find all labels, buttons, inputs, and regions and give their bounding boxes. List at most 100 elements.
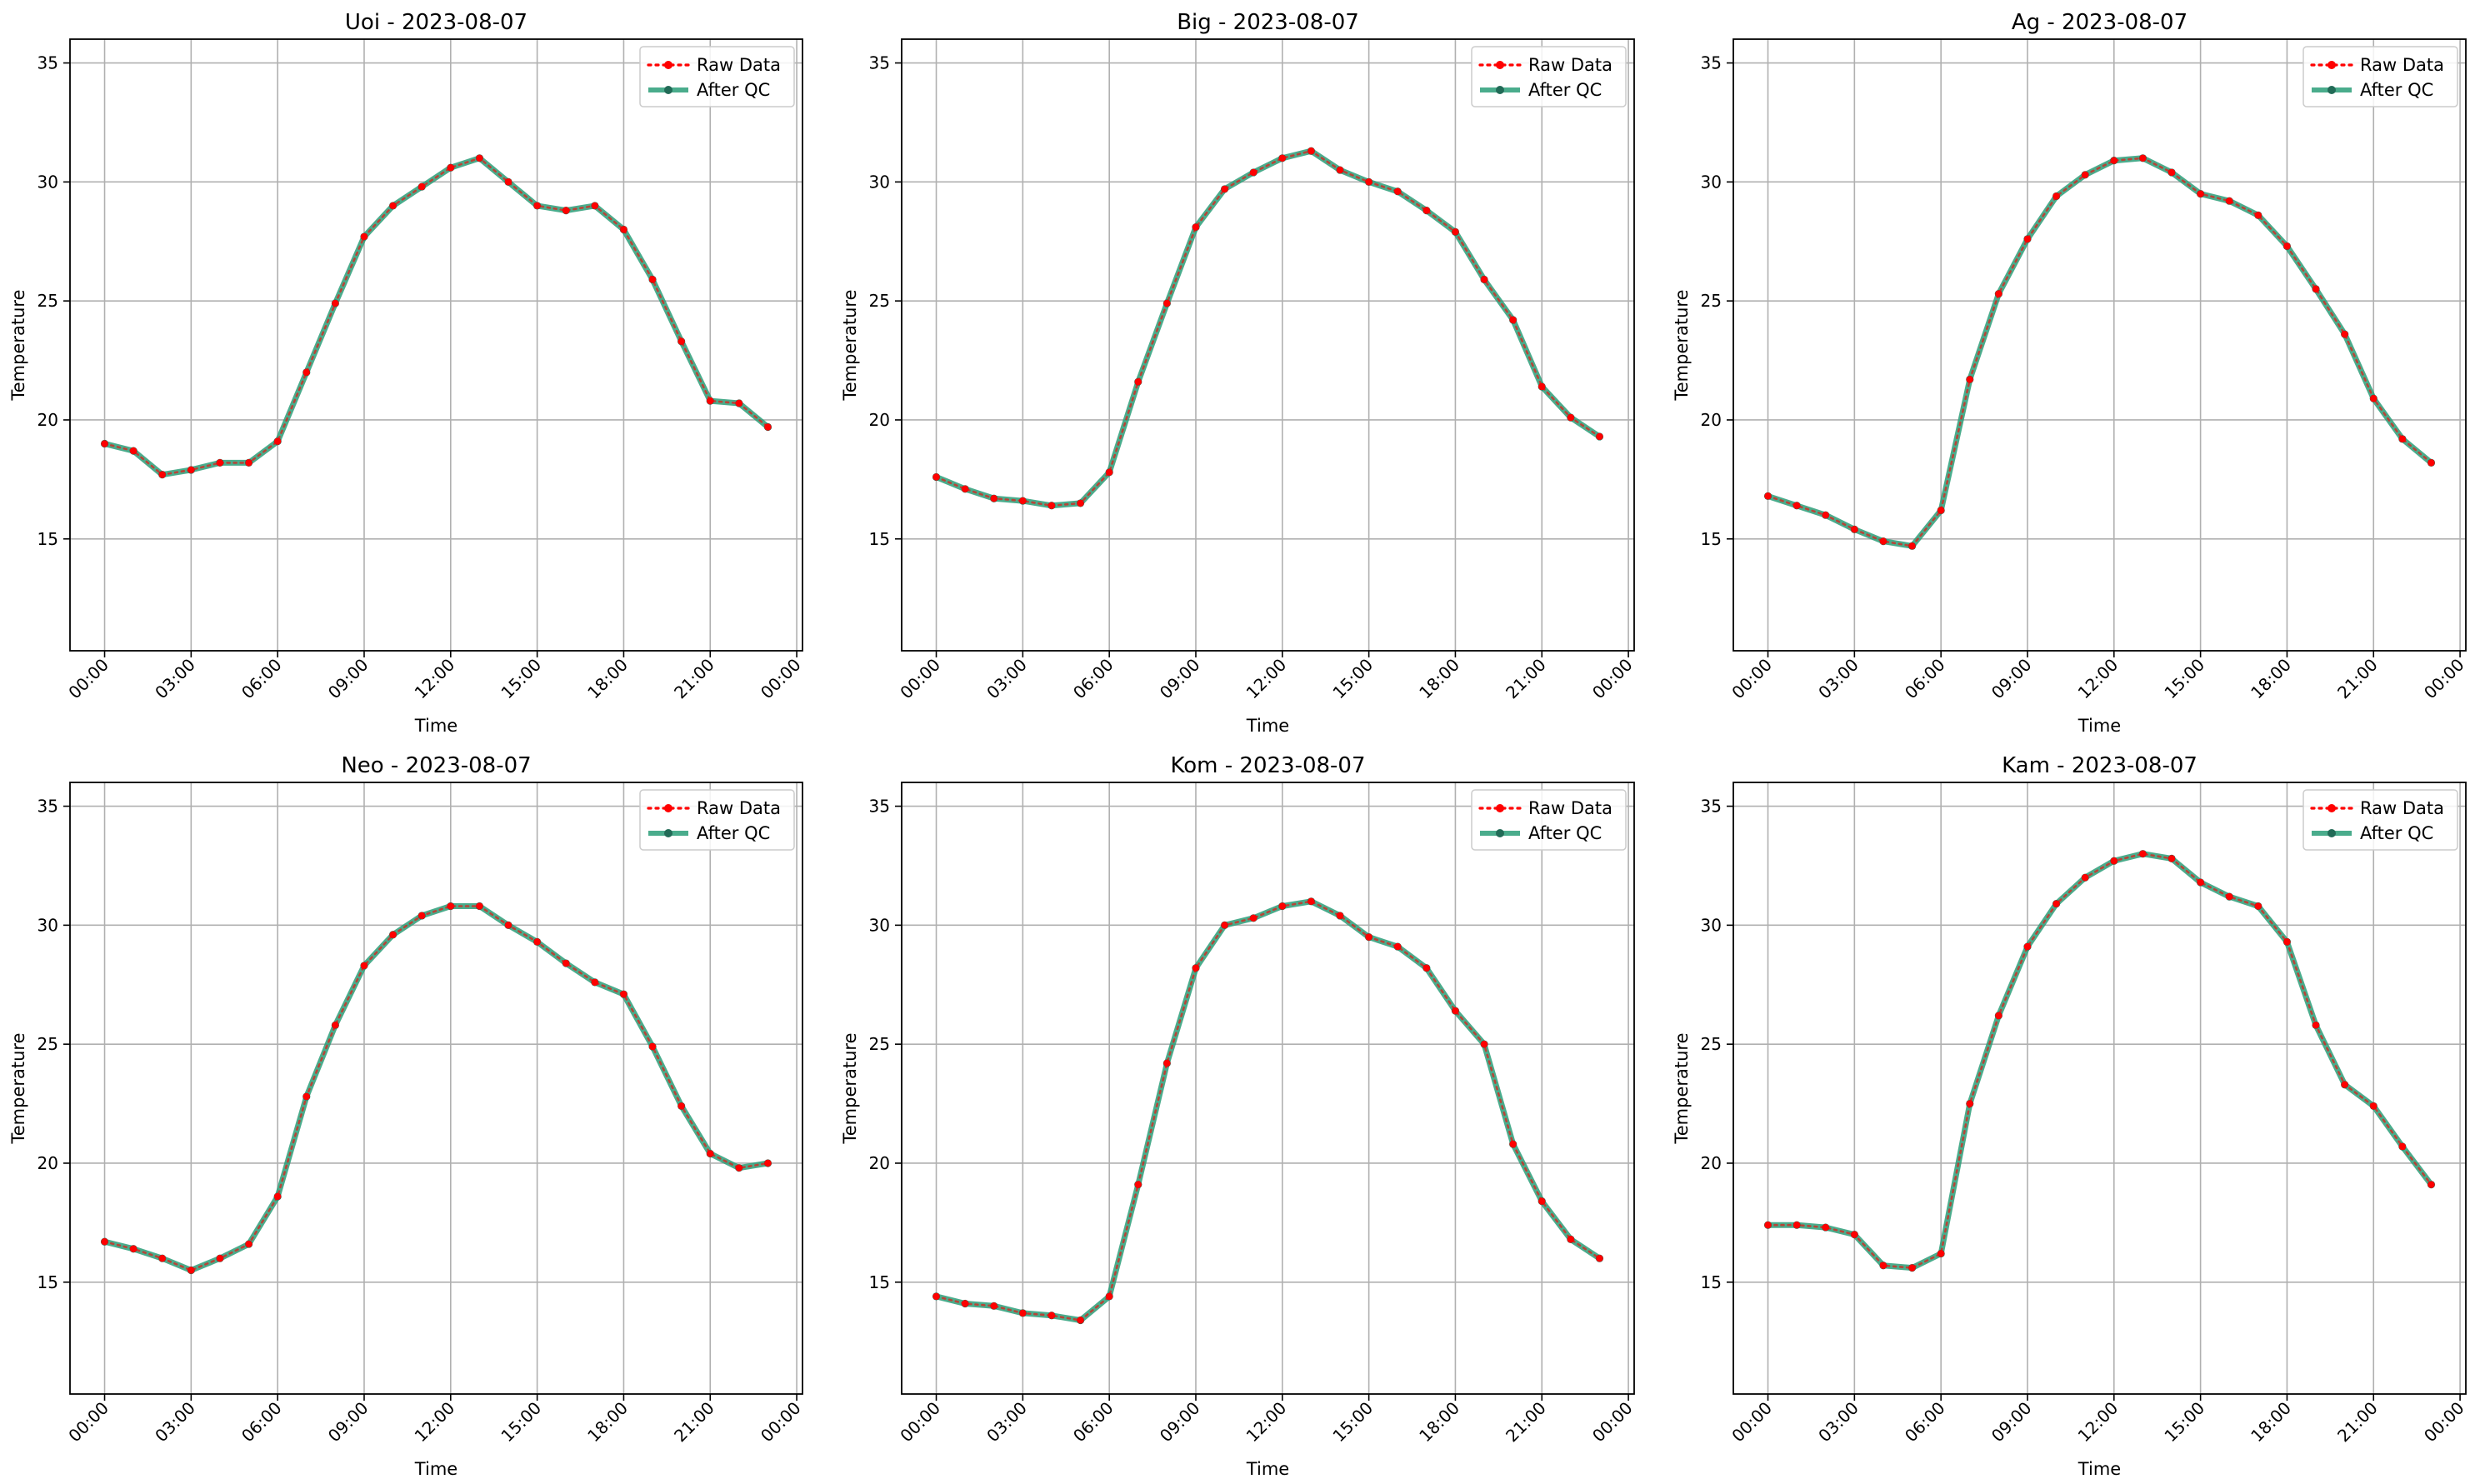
raw-data-point xyxy=(2254,902,2262,910)
raw-data-point xyxy=(1822,1223,1829,1232)
raw-data-point xyxy=(360,962,368,970)
legend-label: Raw Data xyxy=(2360,798,2444,818)
legend: Raw Data After QC xyxy=(639,789,795,851)
after-qc-line xyxy=(935,898,1602,1323)
x-axis-label: Time xyxy=(1246,1459,1289,1479)
x-tick-label: 03:00 xyxy=(982,655,1031,703)
raw-data-point xyxy=(1365,933,1372,941)
grid xyxy=(902,782,1634,1394)
x-tick-label: 12:00 xyxy=(411,1398,459,1447)
y-tick-label: 25 xyxy=(1701,1034,1722,1054)
chart-title: Neo - 2023-08-07 xyxy=(341,753,531,778)
y-axis: 15 20 25 30 35 xyxy=(38,53,70,549)
raw-data-point xyxy=(1308,897,1315,906)
x-tick-label: 03:00 xyxy=(982,1398,1031,1447)
legend-label: After QC xyxy=(2360,823,2433,843)
chart-title: Big - 2023-08-07 xyxy=(1177,10,1359,35)
raw-data-point xyxy=(1908,542,1916,550)
x-tick-label: 21:00 xyxy=(1502,1398,1550,1447)
raw-data-point xyxy=(188,1267,195,1274)
raw-data-point xyxy=(389,931,397,938)
axes-frame xyxy=(901,782,1635,1395)
raw-data-point xyxy=(216,1255,224,1262)
y-axis-label: Temperature xyxy=(8,1032,28,1144)
y-tick-label: 20 xyxy=(869,1153,890,1173)
x-tick-label: 18:00 xyxy=(2247,1398,2295,1447)
x-axis-label: Time xyxy=(414,1459,458,1479)
y-axis-label: Temperature xyxy=(840,1032,860,1144)
raw-data-point xyxy=(2428,1181,2435,1188)
raw-data-point xyxy=(129,447,138,455)
raw-data-point xyxy=(1966,1100,1973,1107)
x-tick-label: 18:00 xyxy=(1415,655,1463,703)
raw-data-point xyxy=(1077,1317,1084,1324)
y-tick-label: 30 xyxy=(38,172,58,192)
raw-data-point xyxy=(1937,1250,1945,1257)
chart-title: Kom - 2023-08-07 xyxy=(1171,753,1366,778)
raw-data-point xyxy=(620,226,628,233)
y-axis-label: Temperature xyxy=(8,289,28,401)
legend: Raw Data After QC xyxy=(639,46,795,107)
legend-raw-marker xyxy=(664,804,672,812)
y-tick-label: 35 xyxy=(1701,797,1722,817)
raw-data-point xyxy=(245,1240,252,1248)
y-axis-label: Temperature xyxy=(1672,1032,1692,1144)
x-axis-label: Time xyxy=(414,716,458,736)
x-tick-label: 09:00 xyxy=(1988,655,2036,703)
raw-data-point xyxy=(1596,1255,1603,1262)
y-axis-label: Temperature xyxy=(1672,289,1692,401)
after-qc-line xyxy=(935,147,1602,509)
raw-data-point xyxy=(273,437,282,445)
raw-data-point xyxy=(2226,197,2233,205)
legend-raw-marker xyxy=(1496,61,1504,69)
raw-data-point xyxy=(1764,492,1772,500)
raw-data-point xyxy=(188,466,195,474)
raw-data-point xyxy=(562,207,570,214)
raw-data-point xyxy=(101,1238,108,1246)
x-axis: 00:00 03:00 06:00 09:00 12:00 15:00 18:00 21:00… xyxy=(896,1394,1637,1447)
raw-data-point xyxy=(2081,171,2089,178)
raw-data-point xyxy=(1509,1140,1517,1148)
grid xyxy=(902,39,1634,651)
x-axis-label: Time xyxy=(1246,716,1289,736)
x-tick-label: 12:00 xyxy=(1242,655,1291,703)
raw-data-point xyxy=(389,202,397,210)
raw-data-point xyxy=(2110,857,2118,865)
legend: Raw Data After QC xyxy=(2302,789,2458,851)
x-tick-label: 12:00 xyxy=(2074,655,2122,703)
x-axis: 00:00 03:00 06:00 09:00 12:00 15:00 18:00 21:00… xyxy=(64,1394,805,1447)
x-tick-label: 21:00 xyxy=(2333,1398,2382,1447)
x-tick-label: 18:00 xyxy=(583,1398,632,1447)
raw-data-point xyxy=(1966,376,1973,383)
x-tick-label: 03:00 xyxy=(1814,655,1862,703)
series-raw-data xyxy=(101,154,772,478)
legend-qc-marker xyxy=(1496,829,1504,837)
raw-data-point xyxy=(1249,168,1258,177)
x-tick-label: 21:00 xyxy=(670,655,718,703)
legend-qc-marker xyxy=(2328,86,2336,94)
y-tick-label: 25 xyxy=(869,1034,890,1054)
y-tick-label: 20 xyxy=(38,410,58,430)
raw-data-point xyxy=(2283,938,2291,946)
raw-data-point xyxy=(302,1092,310,1101)
raw-data-line xyxy=(935,900,1601,1322)
legend-raw-marker xyxy=(664,61,672,69)
raw-data-point xyxy=(2398,1142,2407,1151)
raw-data-point xyxy=(418,912,426,920)
raw-data-point xyxy=(1879,537,1888,545)
x-tick-label: 09:00 xyxy=(324,1398,372,1447)
raw-data-point xyxy=(678,1102,685,1110)
raw-data-point xyxy=(1567,413,1575,422)
y-tick-label: 20 xyxy=(38,1153,58,1173)
raw-data-point xyxy=(678,337,685,345)
raw-data-point xyxy=(1336,912,1344,920)
chart-title: Uoi - 2023-08-07 xyxy=(345,10,528,35)
x-tick-label: 06:00 xyxy=(1901,655,1949,703)
subplot-3: 15 20 25 30 35 00:00 03:00 06:00 09:00 12:00 15:00… xyxy=(1672,10,2468,736)
raw-data-point xyxy=(620,990,628,998)
y-tick-label: 30 xyxy=(1701,172,1722,192)
x-tick-label: 15:00 xyxy=(497,1398,545,1447)
y-tick-label: 15 xyxy=(1701,529,1722,549)
series-after-qc xyxy=(932,897,1604,1325)
legend-label: After QC xyxy=(2360,80,2433,100)
